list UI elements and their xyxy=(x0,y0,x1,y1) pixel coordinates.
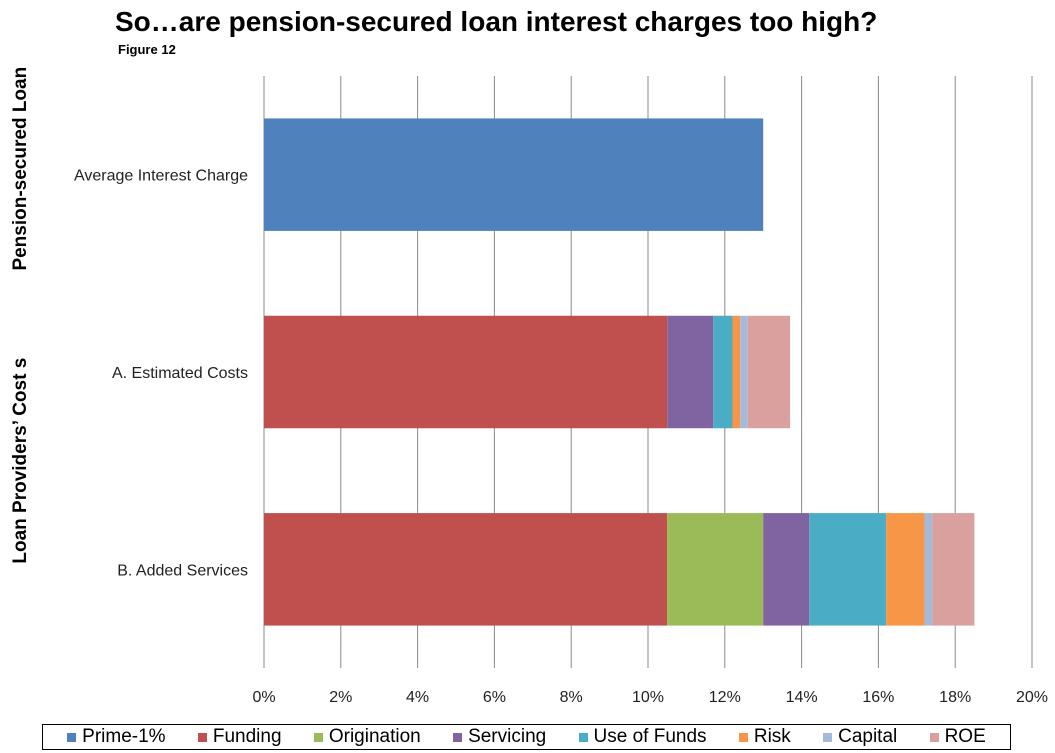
category-label: A. Estimated Costs xyxy=(112,365,248,382)
group-labels: Pension-secured Loan Loan Providers’ Cost… xyxy=(10,67,31,564)
legend-label: Risk xyxy=(753,726,791,747)
chart-title: So…are pension-secured loan interest cha… xyxy=(115,6,878,37)
bar-segment-servicing xyxy=(763,513,810,626)
legend-swatch xyxy=(823,732,833,742)
legend-label: Prime-1% xyxy=(82,726,166,747)
bar-chart: Average Interest Charge A. Estimated Cost… xyxy=(10,67,1048,706)
x-tick-label: 14% xyxy=(786,689,818,706)
legend-label: Capital xyxy=(838,726,898,747)
legend-item: Servicing xyxy=(453,726,546,748)
x-tick-label: 12% xyxy=(709,689,741,706)
legend-swatch xyxy=(197,732,207,742)
legend-swatch xyxy=(929,732,939,742)
legend-item: Prime-1% xyxy=(67,726,166,748)
legend-label: Servicing xyxy=(468,726,547,747)
bar-segment-servicing xyxy=(667,315,714,429)
group-label: Loan Providers’ Cost s xyxy=(10,358,31,564)
chart-subtitle: Figure 12 xyxy=(118,42,176,57)
bars xyxy=(264,118,975,626)
x-tick-label: 2% xyxy=(329,689,352,706)
bar-segment-funding xyxy=(264,513,668,626)
bar-segment-prime-1- xyxy=(264,118,764,231)
bar-segment-roe xyxy=(747,315,791,429)
legend: Prime-1% Funding Origination Servicing Use o… xyxy=(42,724,1011,750)
legend-swatch xyxy=(453,732,463,742)
legend-item: Risk xyxy=(738,726,791,748)
legend-item: ROE xyxy=(929,726,986,748)
tick-labels: 0% 2% 4% 6% 8% 10% 12% 14% 16% 18% 20% xyxy=(252,689,1048,706)
bar-segment-risk xyxy=(886,513,925,626)
legend-label: Use of Funds xyxy=(593,726,707,747)
legend-item: Use of Funds xyxy=(578,726,707,748)
x-tick-label: 10% xyxy=(632,689,664,706)
bar-segment-risk xyxy=(732,315,741,429)
legend-swatch xyxy=(67,732,77,742)
category-label: Average Interest Charge xyxy=(74,168,248,185)
legend-label: Funding xyxy=(212,726,282,747)
x-tick-label: 8% xyxy=(560,689,583,706)
legend-swatch xyxy=(578,732,588,742)
legend-swatch xyxy=(738,732,748,742)
category-label: B. Added Services xyxy=(117,562,248,579)
bar-segment-capital xyxy=(924,513,933,626)
legend-item: Origination xyxy=(313,726,421,748)
x-tick-label: 18% xyxy=(939,689,971,706)
x-tick-label: 0% xyxy=(252,689,275,706)
bar-segment-use-of-funds xyxy=(713,315,733,429)
category-labels: Average Interest Charge A. Estimated Cost… xyxy=(74,168,248,580)
bar-segment-funding xyxy=(264,315,668,429)
bar-segment-roe xyxy=(932,513,975,626)
group-label: Pension-secured Loan xyxy=(10,67,31,271)
x-tick-label: 16% xyxy=(862,689,894,706)
legend-swatch xyxy=(313,732,323,742)
legend-label: Origination xyxy=(328,726,421,747)
bar-segment-capital xyxy=(740,315,748,429)
x-tick-label: 20% xyxy=(1016,689,1048,706)
x-tick-label: 6% xyxy=(483,689,506,706)
legend-item: Capital xyxy=(823,726,897,748)
legend-item: Funding xyxy=(197,726,282,748)
legend-label: ROE xyxy=(944,726,986,747)
x-tick-label: 4% xyxy=(406,689,429,706)
bar-segment-use-of-funds xyxy=(809,513,887,626)
bar-segment-origination xyxy=(667,513,764,626)
